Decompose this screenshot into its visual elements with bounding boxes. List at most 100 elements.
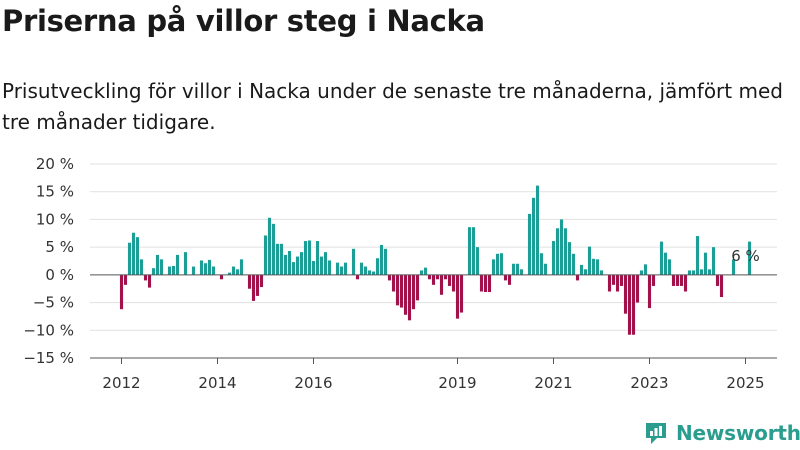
bar [379, 244, 384, 275]
chart-labels: −15 % −10 % −5 % 0 % 5 % 10 % 15 % 20 % 2012 2014… [23, 155, 764, 392]
bar [479, 274, 484, 292]
bar [559, 219, 564, 275]
bar [471, 227, 476, 275]
bar [591, 258, 596, 275]
bar [267, 217, 272, 275]
bar [595, 259, 600, 275]
bar [679, 274, 684, 286]
bar [435, 274, 440, 280]
bar [643, 264, 648, 275]
bar [259, 274, 264, 288]
bar [151, 268, 156, 275]
bar [279, 243, 284, 275]
bar [327, 260, 332, 275]
bar [563, 228, 568, 275]
newsworthy-logo: Newsworthy [643, 419, 800, 447]
bar [491, 259, 496, 275]
x-tick-label: 2021 [534, 374, 572, 392]
bar [663, 252, 668, 275]
bar [635, 274, 640, 303]
bar [167, 266, 172, 275]
bar [543, 263, 548, 275]
chart-subtitle: Prisutveckling för villor i Nacka under … [2, 79, 783, 134]
bar [747, 241, 752, 275]
bar [247, 274, 252, 289]
bar [391, 274, 396, 292]
bar [583, 269, 588, 275]
bar [519, 269, 524, 275]
bar [343, 262, 348, 275]
bar [263, 235, 268, 275]
y-tick-label: −10 % [23, 321, 74, 339]
bar [467, 227, 472, 275]
x-tick-label: 2019 [438, 374, 476, 392]
bar [175, 254, 180, 275]
bar [307, 240, 312, 275]
bar [575, 274, 580, 281]
y-tick-label: 0 % [45, 266, 74, 284]
bar [427, 274, 432, 280]
x-tick-label: 2023 [630, 374, 668, 392]
bar [459, 274, 464, 313]
bar [303, 241, 308, 275]
bar [451, 274, 456, 292]
bar [599, 270, 604, 275]
bar [367, 270, 372, 275]
bar [659, 241, 664, 275]
bar [227, 272, 232, 275]
bar [571, 253, 576, 275]
bar [403, 274, 408, 315]
bar [323, 252, 328, 275]
bar [503, 274, 508, 281]
y-tick-label: 15 % [36, 183, 74, 201]
bar [359, 262, 364, 275]
bar [555, 228, 560, 275]
bar [475, 247, 480, 275]
bar [191, 266, 196, 275]
bar [639, 270, 644, 275]
x-tick-label: 2014 [198, 374, 236, 392]
bar [607, 274, 612, 292]
bar [203, 263, 208, 275]
bar [683, 274, 688, 292]
bar [719, 274, 724, 298]
bar [703, 252, 708, 275]
bar [675, 274, 680, 286]
chart-bars [119, 185, 752, 335]
bar [135, 237, 140, 275]
brand-name: Newsworthy [676, 421, 800, 445]
y-tick-label: −5 % [33, 294, 74, 312]
bar [707, 269, 712, 275]
bar [615, 274, 620, 292]
bar [387, 274, 392, 281]
bar [407, 274, 412, 321]
bar [399, 274, 404, 308]
bar [139, 259, 144, 275]
bar [351, 248, 356, 275]
bar [411, 274, 416, 310]
bar [127, 242, 132, 275]
bar [495, 253, 500, 275]
bar [371, 271, 376, 275]
bar [295, 256, 300, 275]
bar [123, 274, 128, 285]
bar [687, 270, 692, 275]
bar [315, 241, 320, 275]
bar [283, 254, 288, 275]
bar [711, 247, 716, 275]
bar [567, 242, 572, 275]
y-tick-label: −15 % [23, 349, 74, 367]
bar [627, 274, 632, 335]
bar [415, 274, 420, 301]
bar [171, 265, 176, 275]
bar [527, 213, 532, 275]
bar [119, 274, 124, 310]
bar [623, 274, 628, 314]
bar [271, 223, 276, 275]
bar [239, 259, 244, 275]
chart-title: Priserna på villor steg i Nacka [2, 4, 485, 38]
bar [439, 274, 444, 295]
chart-axes [90, 274, 777, 364]
bar [423, 267, 428, 275]
